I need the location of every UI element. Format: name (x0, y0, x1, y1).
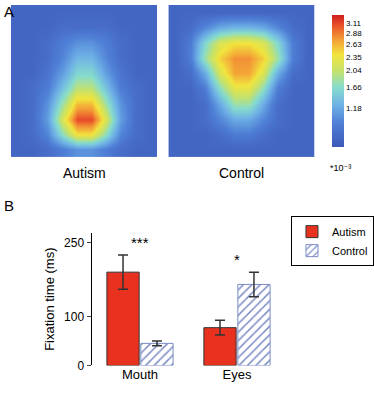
svg-text:Control: Control (219, 165, 264, 181)
svg-text:A: A (4, 3, 14, 20)
svg-text:Fixation time (ms): Fixation time (ms) (42, 248, 57, 351)
svg-text:250: 250 (64, 236, 84, 250)
svg-text:3.11: 3.11 (346, 19, 362, 28)
svg-text:Autism: Autism (63, 165, 106, 181)
svg-text:100: 100 (64, 310, 84, 324)
svg-text:Eyes: Eyes (223, 367, 252, 382)
svg-text:B: B (4, 197, 14, 214)
svg-text:Autism: Autism (332, 226, 366, 238)
svg-text:1.66: 1.66 (346, 83, 362, 92)
svg-text:*10⁻³: *10⁻³ (330, 163, 351, 173)
svg-text:2.04: 2.04 (346, 66, 362, 75)
svg-text:2.35: 2.35 (346, 53, 362, 62)
svg-text:Control: Control (332, 245, 367, 257)
svg-text:*: * (234, 251, 240, 268)
svg-text:2.88: 2.88 (346, 29, 362, 38)
svg-text:2.63: 2.63 (346, 40, 362, 49)
svg-text:0: 0 (77, 359, 84, 373)
svg-text:1.18: 1.18 (346, 104, 362, 113)
svg-text:Mouth: Mouth (122, 367, 158, 382)
svg-text:***: *** (131, 234, 149, 251)
